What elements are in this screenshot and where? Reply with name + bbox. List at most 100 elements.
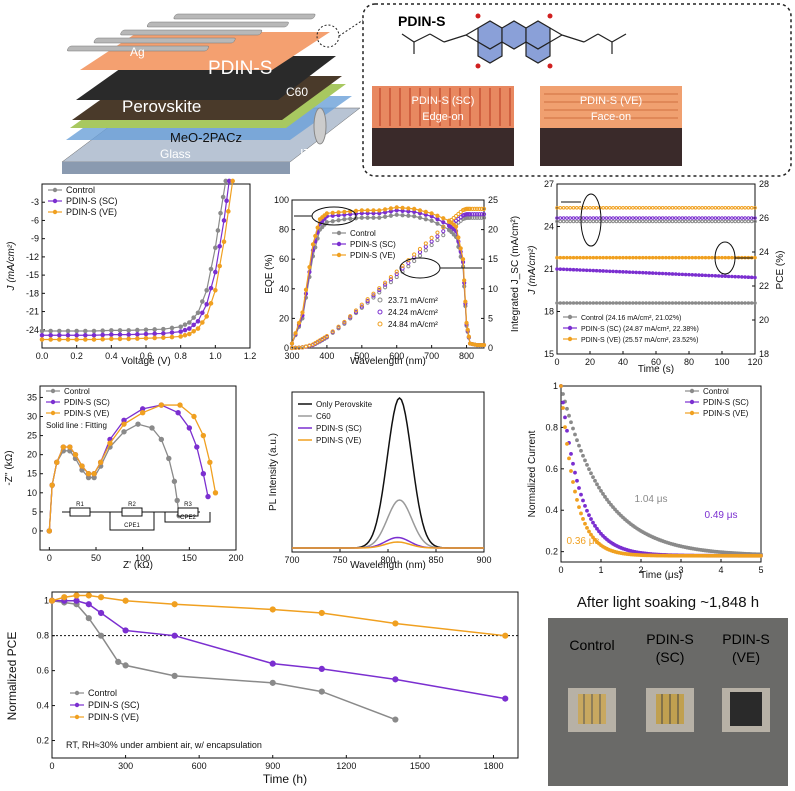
mpp-j-point bbox=[601, 301, 605, 305]
tpc-point bbox=[579, 492, 583, 497]
y-tick-label: -18 bbox=[26, 288, 39, 298]
panel-sc-orientation: Edge-on bbox=[422, 111, 464, 123]
jsc-point bbox=[441, 233, 446, 238]
mpp-pce-point bbox=[657, 206, 662, 210]
legend-label: PDIN-S (VE) bbox=[350, 251, 396, 260]
eqe-point bbox=[289, 341, 295, 346]
y-tick-label: 25 bbox=[27, 431, 37, 441]
mpp-pce-point bbox=[568, 219, 573, 224]
jsc-point bbox=[377, 290, 382, 295]
mpp-j-point bbox=[611, 255, 615, 260]
mpp-pce-point bbox=[736, 219, 741, 224]
photo-label-ve: PDIN-S (VE) bbox=[722, 631, 769, 665]
legend-marker bbox=[336, 252, 342, 258]
eqe-point bbox=[423, 217, 428, 222]
y-tick-label: 0 bbox=[488, 343, 493, 353]
mpp-j-point bbox=[568, 267, 573, 272]
tpc-point bbox=[569, 469, 573, 473]
y-axis-label: Normalized Current bbox=[527, 430, 538, 517]
tpc-point bbox=[577, 486, 581, 490]
mpp-j-point bbox=[561, 255, 566, 260]
x-tick-label: 500 bbox=[354, 351, 369, 361]
mpp-pce-point bbox=[555, 219, 559, 224]
eqe-point bbox=[330, 210, 335, 215]
mpp-j-point bbox=[634, 301, 638, 305]
eqe-point bbox=[324, 211, 330, 216]
mpp-pce-point bbox=[558, 219, 563, 224]
jsc-point bbox=[477, 212, 482, 217]
jv-point bbox=[191, 328, 196, 334]
mpp-j-point bbox=[664, 271, 668, 276]
mpp-pce-point bbox=[723, 216, 728, 220]
jv-point bbox=[126, 332, 131, 337]
x-tick-label: 850 bbox=[428, 555, 443, 565]
y-tick-label: 0.6 bbox=[36, 666, 49, 676]
legend-label: PDIN-S (VE) bbox=[316, 436, 362, 445]
mpp-pce-point bbox=[594, 216, 599, 220]
stability-point bbox=[115, 658, 122, 665]
mpp-pce-point bbox=[647, 216, 652, 220]
y-tick-label: -9 bbox=[31, 234, 39, 244]
eqe-point bbox=[460, 257, 466, 262]
mpp-pce-point bbox=[578, 206, 582, 210]
eis-point bbox=[205, 493, 211, 500]
y-tick-label: -12 bbox=[26, 252, 39, 262]
legend-label: Control (24.16 mA/cm², 21.02%) bbox=[581, 315, 681, 322]
stability-point bbox=[97, 594, 105, 601]
tpc-point bbox=[571, 426, 575, 431]
eis-point bbox=[166, 455, 172, 462]
x-tick-label: 0.0 bbox=[36, 351, 49, 361]
mpp-j-point bbox=[749, 275, 754, 280]
mpp-pce-point bbox=[713, 219, 718, 224]
eqe-point bbox=[458, 246, 463, 251]
mpp-j-point bbox=[565, 255, 569, 260]
cpe-branch bbox=[109, 512, 155, 531]
eqe-point bbox=[435, 217, 440, 222]
jv-point bbox=[204, 314, 209, 319]
mpp-pce-point bbox=[604, 206, 609, 210]
tpc-point bbox=[581, 517, 585, 521]
jv-point bbox=[135, 327, 140, 333]
legend-marker bbox=[74, 690, 80, 696]
mpp-pce-point bbox=[700, 216, 704, 220]
jv-point bbox=[221, 239, 227, 245]
y-axis-label: -Z'' (kΩ) bbox=[4, 450, 15, 485]
tpc-point bbox=[573, 470, 577, 475]
mpp-j-point bbox=[670, 301, 675, 305]
mpp-j-point bbox=[713, 274, 718, 278]
mpp-pce-point bbox=[571, 216, 576, 220]
tpc-point bbox=[611, 505, 615, 510]
mpp-pce-point bbox=[670, 206, 675, 210]
mpp-j-point bbox=[571, 267, 576, 272]
resistor bbox=[177, 507, 199, 517]
x-tick-label: 800 bbox=[459, 351, 474, 361]
mpp-pce-point bbox=[647, 219, 652, 224]
mpp-pce-point bbox=[568, 216, 573, 220]
jsc-point bbox=[412, 258, 417, 264]
mpp-pce-point bbox=[624, 219, 629, 224]
eqe-point bbox=[336, 218, 341, 223]
mpp-pce-point bbox=[677, 206, 681, 210]
mpp-pce-point bbox=[697, 219, 701, 224]
mpp-j-point bbox=[733, 274, 737, 279]
jsc-point bbox=[359, 304, 364, 309]
mpp-pce-point bbox=[631, 206, 635, 210]
mpp-pce-point bbox=[601, 216, 605, 220]
x-axis-label: Z' (kΩ) bbox=[123, 560, 153, 571]
mpp-j-point bbox=[598, 301, 602, 305]
photo-title: After light soaking ~1,848 h bbox=[576, 594, 760, 611]
eis-point bbox=[107, 440, 113, 446]
eqe-point bbox=[388, 206, 394, 211]
jv-point bbox=[39, 337, 45, 342]
tpc-point bbox=[567, 413, 571, 418]
jsc-point bbox=[435, 230, 440, 235]
mpp-pce-point bbox=[749, 219, 754, 224]
mpp-pce-point bbox=[565, 219, 569, 224]
mpp-pce-point bbox=[608, 206, 612, 210]
mpp-j-point bbox=[575, 268, 579, 272]
y-tick-label: 18 bbox=[759, 349, 769, 359]
mpp-pce-point bbox=[687, 216, 691, 220]
eqe-point bbox=[441, 220, 446, 225]
mpp-pce-point bbox=[654, 216, 658, 220]
jsc-point bbox=[467, 206, 473, 211]
